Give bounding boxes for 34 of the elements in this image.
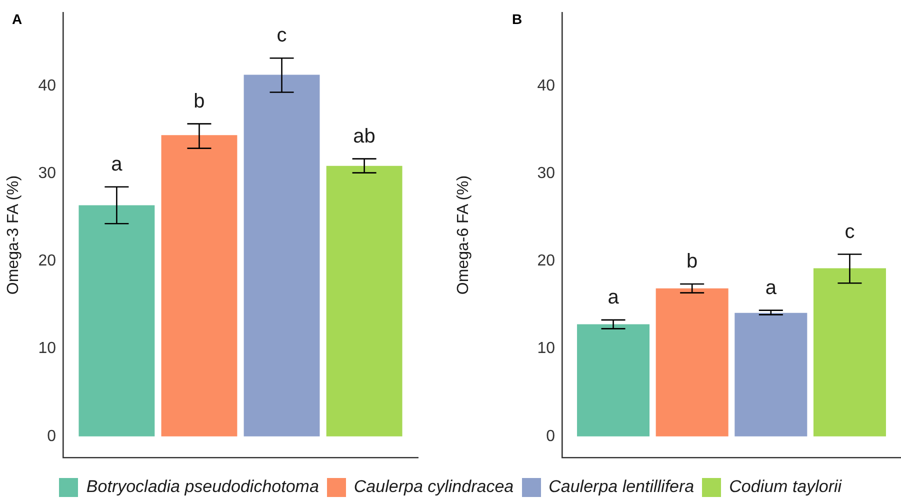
- bar: [78, 205, 155, 436]
- y-axis-title: Omega-6 FA (%): [455, 175, 472, 295]
- chart-title: B: [512, 10, 522, 27]
- annotation: ab: [353, 125, 376, 148]
- bar: [656, 288, 728, 436]
- y-tick-label: 40: [537, 78, 556, 95]
- annotation: b: [686, 250, 698, 273]
- bar: [244, 74, 320, 436]
- bar: [326, 166, 402, 436]
- bar: [813, 268, 886, 436]
- annotation: b: [194, 90, 205, 112]
- bar: [734, 312, 808, 436]
- y-tick-label: 30: [38, 165, 56, 182]
- y-tick-label: 20: [38, 252, 56, 270]
- y-tick-label: 10: [537, 340, 556, 358]
- annotation: c: [844, 220, 855, 243]
- annotation: c: [276, 24, 287, 47]
- bar: [161, 135, 238, 436]
- y-tick-label: 20: [537, 252, 556, 270]
- legend-label: Codium taylorii: [729, 477, 842, 497]
- y-tick-label: 0: [546, 428, 556, 445]
- annotation: a: [608, 286, 620, 308]
- y-tick-label: 30: [537, 165, 556, 182]
- annotation: a: [765, 276, 778, 299]
- y-axis-title: Omega-3 FA (%): [5, 175, 22, 295]
- legend-label: Caulerpa lentillifera: [548, 477, 694, 497]
- y-tick-label: 10: [38, 340, 56, 358]
- legend-label: Botryocladia pseudodichotoma: [86, 477, 319, 497]
- chart-title: A: [12, 10, 22, 27]
- y-tick-label: 0: [47, 428, 56, 445]
- bar: [577, 324, 650, 436]
- annotation: a: [111, 153, 124, 176]
- legend-label: Caulerpa cylindracea: [354, 477, 514, 497]
- y-tick-label: 40: [38, 78, 56, 95]
